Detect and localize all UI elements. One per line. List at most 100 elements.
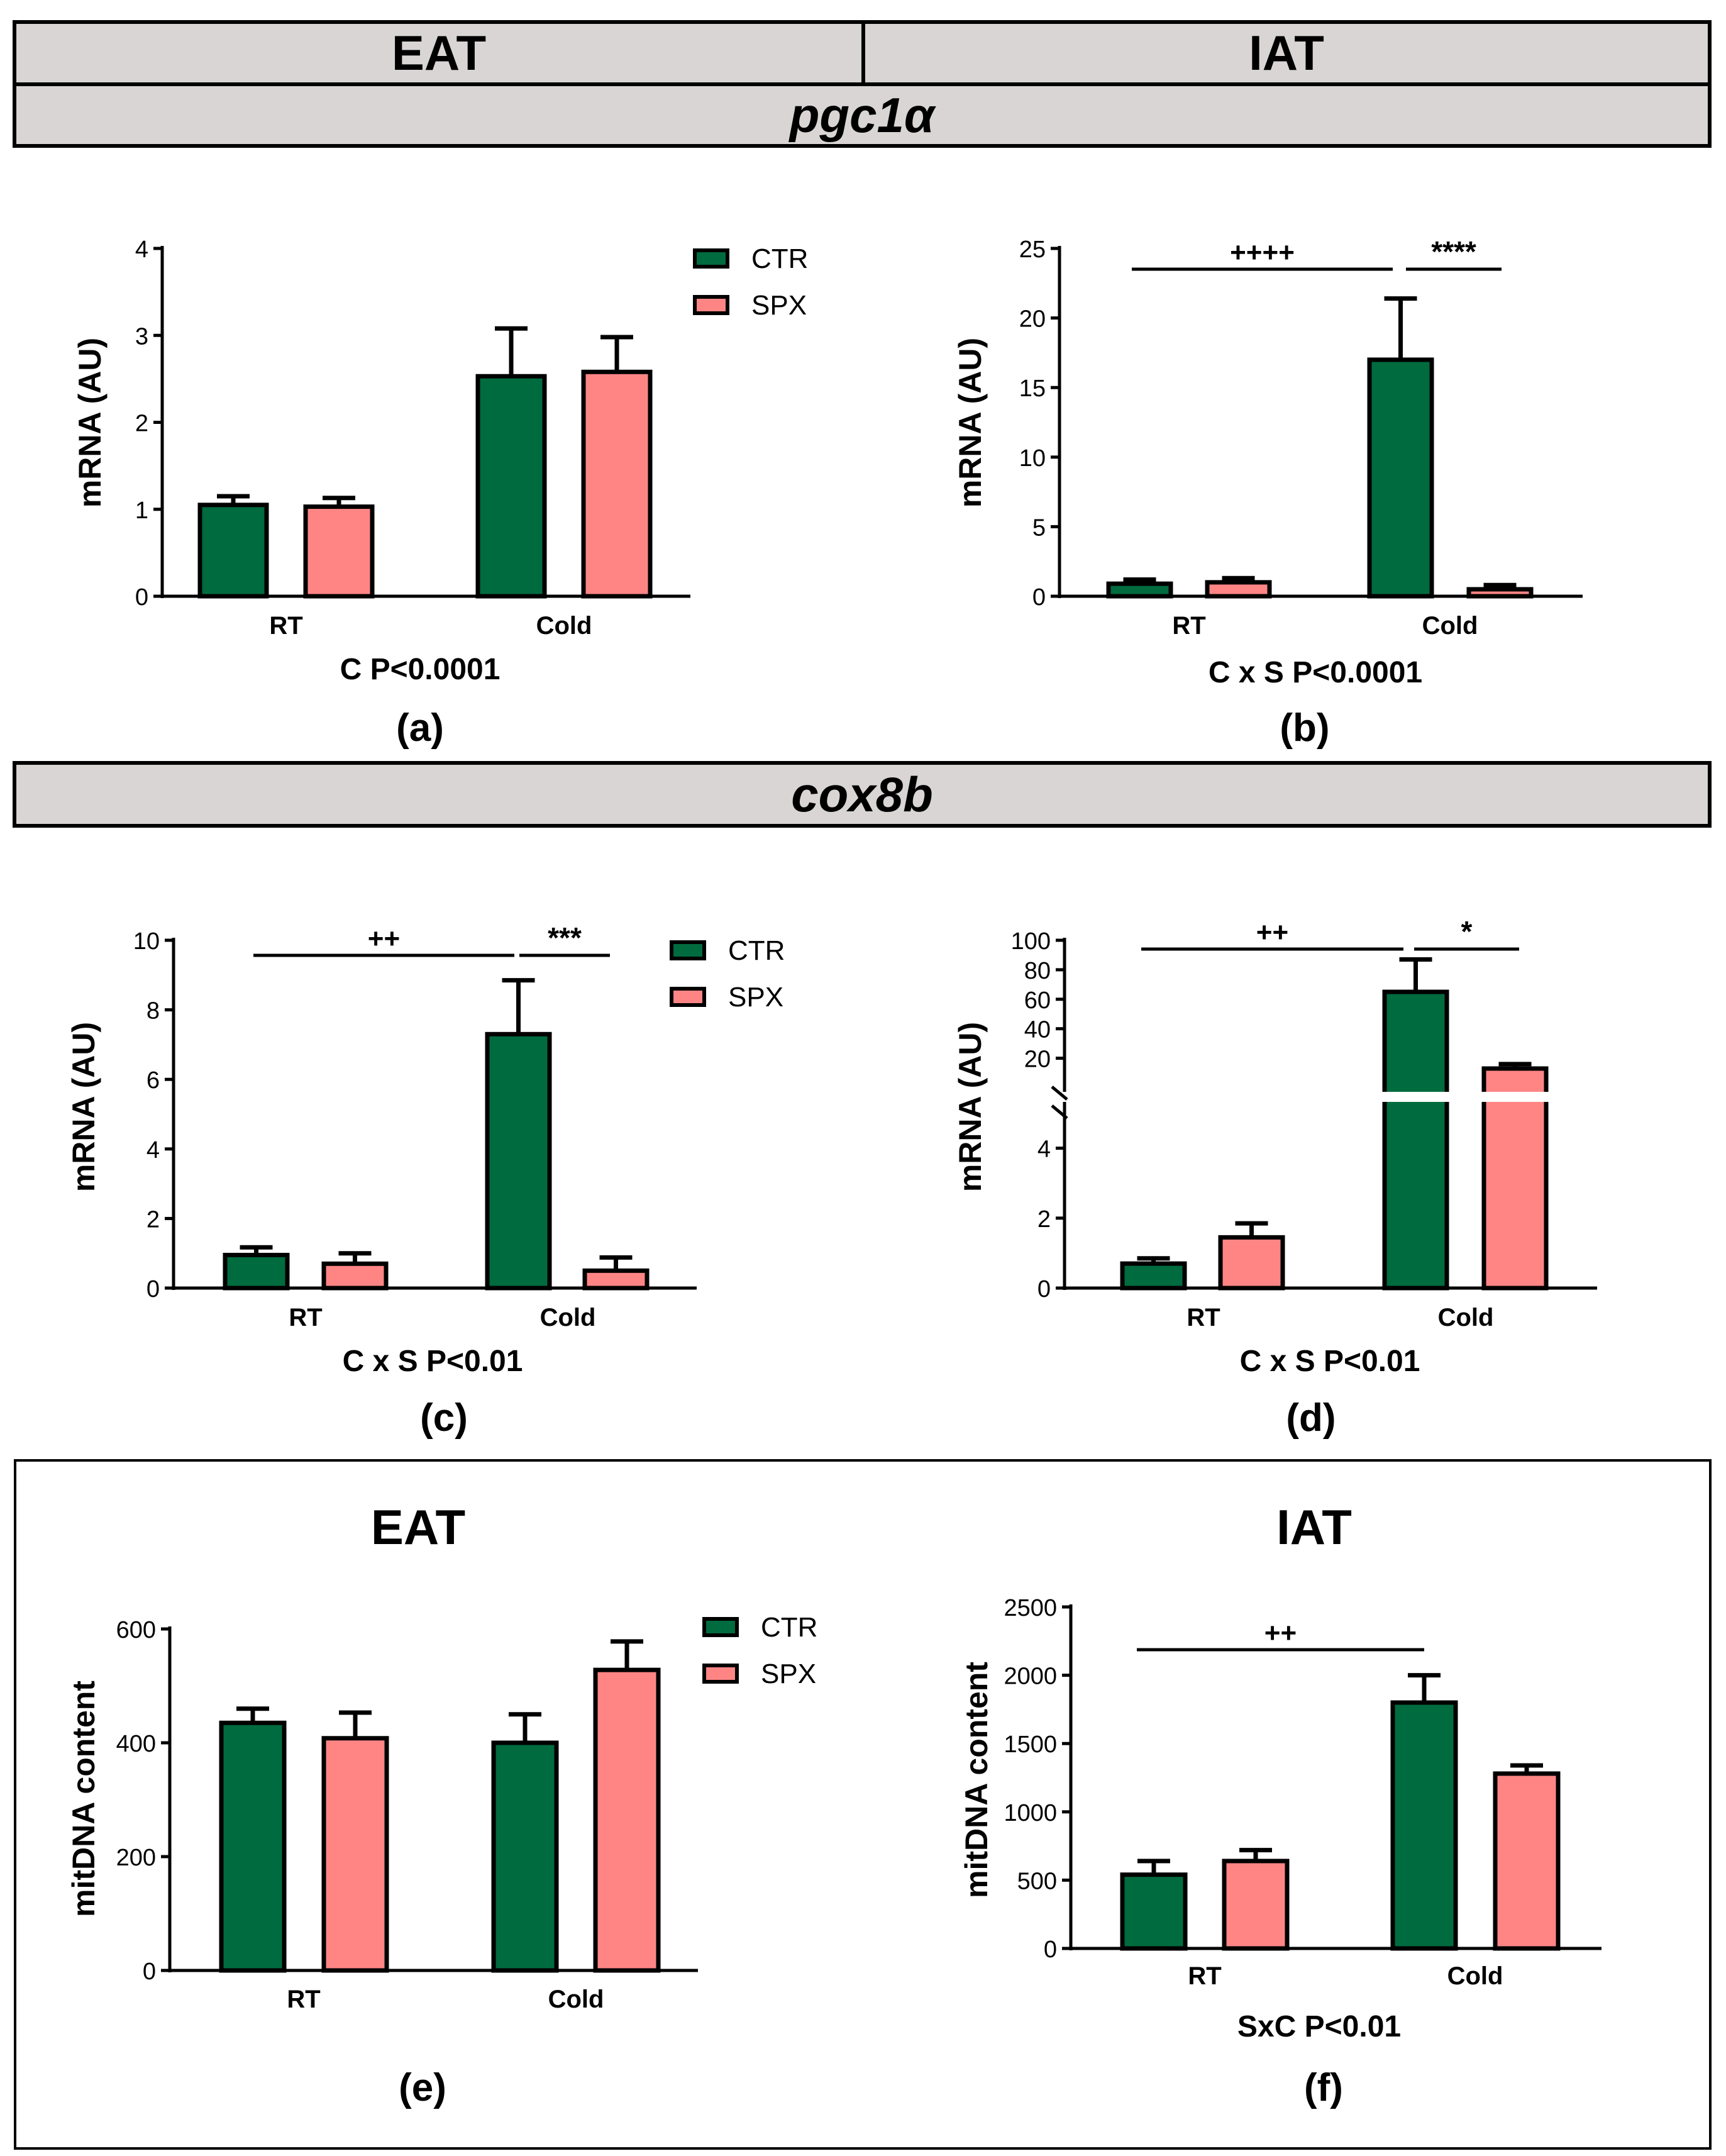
chart-e-bar-spx-cold: [593, 1667, 661, 1973]
chart-b-ylabel: mRNA (AU): [953, 338, 988, 508]
chart-c-ylabel: mRNA (AU): [66, 1022, 101, 1192]
chart-a-panel-label: (a): [396, 706, 444, 750]
chart-f-bar-spx-rt: [1222, 1859, 1290, 1951]
chart-c-bar-ctr-rt: [223, 1252, 290, 1291]
chart-e-legend-label-spx: SPX: [761, 1659, 816, 1689]
chart-e-ytick-label: 600: [116, 1617, 156, 1643]
chart-a-ytick-label: 4: [135, 236, 148, 263]
chart-d-ytick-label: 100: [1011, 928, 1051, 955]
chart-e-bar-ctr-cold: [491, 1740, 559, 1973]
chart-d-ytick-label: 20: [1024, 1047, 1051, 1073]
chart-a-legend-label-spx: SPX: [751, 290, 807, 321]
chart-c-ytick-label: 4: [147, 1137, 160, 1164]
chart-b-sig-label: ++++: [1230, 237, 1295, 268]
header-gene-cox8b: cox8b: [13, 761, 1712, 828]
chart-a-ytick-label: 3: [135, 323, 148, 350]
chart-c-bar-spx-cold: [582, 1268, 650, 1291]
chart-a-bar-spx-rt: [303, 504, 375, 599]
chart-f-panel-label: (f): [1304, 2066, 1343, 2109]
chart-f-title: IAT: [1276, 1499, 1352, 1555]
chart-f-ylabel: mitDNA content: [959, 1662, 994, 1898]
chart-f-ytick-label: 1000: [1004, 1800, 1057, 1826]
chart-d-ytick-label: 80: [1024, 958, 1051, 984]
chart-f-ytick-label: 2000: [1004, 1664, 1057, 1690]
chart-c-legend-swatch-spx: [670, 987, 706, 1007]
header-eat: EAT: [13, 20, 865, 86]
chart-f-bar-ctr-cold: [1390, 1700, 1458, 1951]
chart-e-ytick-label: 400: [116, 1731, 156, 1757]
chart-d-bar-spx-rt: [1218, 1235, 1285, 1291]
chart-f-category-label: Cold: [1447, 1962, 1503, 1990]
chart-b-ytick-label: 10: [1019, 445, 1046, 472]
chart-b-ytick-label: 0: [1032, 584, 1046, 611]
chart-a-ylabel: mRNA (AU): [72, 338, 108, 508]
chart-f-bar-ctr-rt: [1120, 1872, 1188, 1951]
chart-b-stats-text: C x S P<0.0001: [1209, 656, 1422, 689]
chart-b-category-label: Cold: [1422, 612, 1478, 640]
chart-d-panel-label: (d): [1286, 1396, 1336, 1440]
chart-b-sig-label: ****: [1431, 235, 1476, 268]
chart-c-ytick-label: 2: [147, 1206, 160, 1233]
chart-a-category-label: Cold: [536, 612, 592, 640]
chart-b-ytick-label: 5: [1032, 514, 1046, 541]
chart-d-stats-text: C x S P<0.01: [1240, 1345, 1420, 1378]
chart-e-ytick-label: 200: [116, 1845, 156, 1871]
chart-e-title: EAT: [371, 1499, 465, 1555]
chart-c-bar-spx-rt: [321, 1261, 389, 1291]
chart-e-legend-label-ctr: CTR: [761, 1612, 817, 1643]
chart-b-bar-ctr-rt: [1106, 581, 1173, 599]
chart-c-category-label: Cold: [540, 1304, 596, 1331]
chart-f-bar-spx-cold: [1493, 1771, 1561, 1951]
chart-b-ytick-label: 15: [1019, 375, 1046, 402]
chart-c-ytick-label: 8: [147, 998, 160, 1025]
chart-a-bar-ctr-rt: [197, 503, 269, 599]
chart-c-legend-swatch-ctr: [670, 940, 706, 960]
chart-d-category-label: Cold: [1438, 1304, 1494, 1331]
chart-d-break-mark-upper: [1051, 1086, 1068, 1101]
chart-b-ytick-label: 20: [1019, 306, 1046, 333]
chart-c-ytick-label: 6: [147, 1067, 160, 1094]
chart-e-ylabel: mitDNA content: [66, 1681, 101, 1917]
chart-e-category-label: Cold: [548, 1986, 604, 2013]
chart-e-bar-spx-rt: [321, 1736, 389, 1973]
chart-d-break-mark-lower: [1051, 1104, 1068, 1120]
chart-b-bar-ctr-cold: [1367, 357, 1434, 599]
chart-c-sig-label: ***: [548, 921, 582, 954]
chart-d-sig-label: ++: [1256, 917, 1288, 948]
chart-b-category-label: RT: [1172, 612, 1205, 640]
chart-e-category-label: RT: [287, 1986, 320, 2013]
chart-f-ytick-label: 0: [1044, 1937, 1057, 1963]
chart-e-bar-ctr-rt: [219, 1720, 287, 1973]
chart-a-category-label: RT: [269, 612, 302, 640]
chart-c-category-label: RT: [289, 1304, 322, 1331]
chart-b-ytick-label: 25: [1019, 236, 1046, 263]
chart-c-legend-label-ctr: CTR: [728, 935, 785, 966]
chart-f-ytick-label: 1500: [1004, 1731, 1057, 1758]
chart-d-ylabel: mRNA (AU): [953, 1022, 988, 1192]
chart-d-bar-ctr-cold: [1382, 989, 1449, 1291]
chart-d-bar-ctr-rt: [1120, 1261, 1187, 1291]
chart-d-ytick-label: 40: [1024, 1017, 1051, 1043]
chart-a-legend-swatch-ctr: [693, 248, 729, 269]
chart-d-sig-label: *: [1461, 915, 1473, 948]
chart-e-ytick-label: 0: [143, 1959, 156, 1985]
chart-b-panel-label: (b): [1280, 706, 1329, 750]
chart-b-bar-spx-rt: [1205, 580, 1272, 599]
chart-e-legend-swatch-spx: [702, 1664, 739, 1684]
chart-a-legend-swatch-spx: [693, 295, 729, 315]
chart-c-bar-ctr-cold: [485, 1031, 552, 1291]
mitdna-panel-frame: [14, 1459, 1712, 2150]
chart-d-ytick-label: 4: [1037, 1136, 1051, 1163]
chart-e-panel-label: (e): [399, 2066, 446, 2109]
chart-f-category-label: RT: [1188, 1962, 1221, 1990]
chart-e-legend-swatch-ctr: [702, 1617, 739, 1637]
chart-a-ytick-label: 1: [135, 497, 148, 524]
chart-d-ytick-label: 60: [1024, 987, 1051, 1014]
chart-f-sig-label: ++: [1264, 1618, 1297, 1648]
chart-c-panel-label: (c): [420, 1396, 468, 1440]
chart-a-bar-spx-cold: [581, 369, 653, 599]
chart-d-category-label: RT: [1187, 1304, 1220, 1331]
chart-a-ytick-label: 0: [135, 584, 148, 611]
chart-d-axis-break: [1046, 1092, 1612, 1102]
